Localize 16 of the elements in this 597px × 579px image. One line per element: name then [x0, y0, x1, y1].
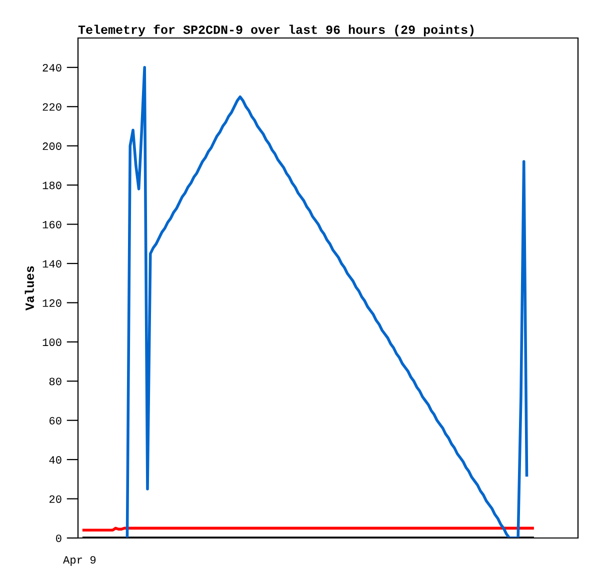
y-tick-label: 20	[49, 495, 62, 503]
y-tick-label: 200	[42, 142, 62, 150]
y-tick-label: 0	[56, 534, 62, 542]
y-tick-label: 120	[42, 299, 62, 307]
y-tick-label: 40	[49, 456, 62, 464]
y-tick-label: 80	[49, 378, 62, 386]
text: Apr 9	[63, 556, 96, 566]
y-tick-label: 60	[50, 416, 62, 424]
y-tick-label: 140	[42, 260, 62, 268]
y-axis-title: Values	[24, 266, 34, 310]
y-tick-label: 220	[42, 103, 62, 111]
y-tick-label: 240	[42, 64, 62, 72]
y-tick-label: 180	[42, 182, 62, 190]
y-tick-label: 100	[42, 338, 62, 346]
chart-title: Telemetry for SP2CDN-9 over last 96 hours (29 points)	[78, 24, 474, 36]
y-tick-label: 160	[42, 220, 62, 228]
